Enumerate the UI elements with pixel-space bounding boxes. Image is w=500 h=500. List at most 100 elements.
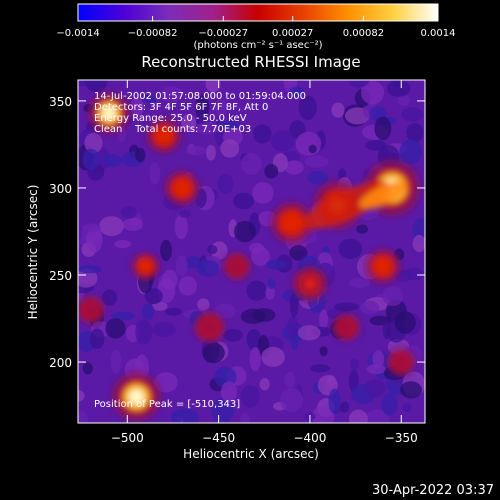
texture-blob xyxy=(249,346,261,372)
texture-blob xyxy=(246,280,267,301)
y-axis-label: Heliocentric Y (arcsec) xyxy=(26,185,40,320)
texture-blob xyxy=(195,112,207,126)
texture-blob xyxy=(223,328,243,342)
hot-region-mark xyxy=(342,322,351,332)
texture-blob xyxy=(160,86,184,103)
texture-blob xyxy=(364,379,386,398)
texture-blob xyxy=(141,303,155,320)
texture-blob xyxy=(386,80,411,97)
texture-blob xyxy=(259,378,270,391)
hot-region-mark xyxy=(86,305,96,315)
y-tick-label: 200 xyxy=(49,356,72,370)
texture-blob xyxy=(319,346,328,357)
texture-blob xyxy=(82,148,100,171)
texture-blob xyxy=(82,362,93,375)
texture-blob xyxy=(360,300,380,315)
texture-blob xyxy=(196,259,220,277)
texture-blob xyxy=(233,220,256,243)
texture-blob xyxy=(220,381,237,403)
texture-blob xyxy=(289,245,308,261)
texture-blob xyxy=(240,413,250,423)
x-axis-label: Heliocentric X (arcsec) xyxy=(183,447,319,461)
texture-blob xyxy=(311,406,335,423)
texture-blob xyxy=(270,130,295,152)
texture-blob xyxy=(181,114,197,132)
hot-region-mark xyxy=(285,216,299,230)
texture-blob xyxy=(84,132,103,154)
y-tick-label: 250 xyxy=(49,269,72,283)
texture-blob xyxy=(381,392,398,416)
texture-blob xyxy=(175,255,188,277)
plot-area: −500 −450 −400 −350 200 250 300 350 xyxy=(49,79,426,445)
x-tick-label: −400 xyxy=(293,431,326,445)
plot-frame xyxy=(77,79,426,424)
texture-blob xyxy=(102,289,118,306)
texture-blob xyxy=(141,94,157,104)
texture-blob xyxy=(334,302,360,312)
texture-blob xyxy=(154,372,178,393)
texture-blob xyxy=(339,401,350,413)
texture-blob xyxy=(308,144,317,154)
texture-blob xyxy=(348,80,370,88)
texture-blob xyxy=(135,319,153,345)
texture-blob xyxy=(382,321,391,340)
annotation-energy-range: Energy Range: 25.0 - 50.0 keV xyxy=(94,113,247,124)
texture-blob xyxy=(86,227,103,253)
texture-blob xyxy=(287,315,299,340)
texture-blob xyxy=(149,162,161,185)
texture-blob xyxy=(105,318,126,339)
x-axis-ticks: −500 −450 −400 −350 xyxy=(111,80,418,445)
texture-blob xyxy=(78,265,103,274)
y-axis-ticks: 200 250 300 350 xyxy=(49,95,425,370)
texture-blob xyxy=(400,381,422,399)
texture-blob xyxy=(246,328,262,351)
texture-blob xyxy=(365,139,387,151)
hot-region-mark xyxy=(102,106,116,120)
texture-blob xyxy=(211,397,235,423)
texture-blob xyxy=(412,234,425,253)
texture-blob xyxy=(406,122,424,143)
texture-blob xyxy=(401,107,424,122)
texture-blob xyxy=(331,102,345,118)
hot-region-mark xyxy=(377,260,389,272)
texture-blob xyxy=(102,154,122,168)
texture-blob xyxy=(361,80,385,105)
texture-blob xyxy=(402,402,412,413)
colorbar-tick-label: 0.00082 xyxy=(343,28,384,39)
texture-blob xyxy=(265,285,275,300)
texture-blob xyxy=(207,244,218,255)
texture-blob xyxy=(78,389,85,402)
texture-blob xyxy=(307,170,329,185)
texture-blob xyxy=(252,124,272,144)
texture-blob xyxy=(195,95,210,120)
texture-blob xyxy=(264,164,279,179)
texture-blob xyxy=(165,307,182,316)
colorbar-tick-label: −0.0014 xyxy=(56,28,99,39)
texture-blob xyxy=(179,209,191,218)
texture-blob xyxy=(170,410,183,423)
texture-blob xyxy=(349,358,359,371)
texture-blob xyxy=(348,409,368,423)
x-tick-label: −500 xyxy=(111,431,144,445)
texture-blob xyxy=(284,160,304,175)
texture-blob xyxy=(111,311,136,321)
hot-region-mark xyxy=(304,278,316,290)
hot-ridge-core-mark xyxy=(359,181,407,209)
texture-blob xyxy=(356,224,369,234)
texture-blob xyxy=(265,259,287,270)
texture-blob xyxy=(217,173,234,195)
texture-blob xyxy=(366,364,386,375)
texture-blob xyxy=(319,309,329,330)
texture-blob xyxy=(78,268,98,288)
heatmap-hot-regions xyxy=(78,91,421,423)
texture-blob xyxy=(205,80,221,92)
texture-blob xyxy=(151,301,168,311)
texture-blob xyxy=(280,388,304,412)
texture-blob xyxy=(214,99,228,115)
texture-blob xyxy=(348,277,371,289)
texture-blob xyxy=(82,223,101,232)
texture-blob xyxy=(135,147,146,163)
texture-blob xyxy=(297,325,321,341)
annotation-time-range: 14-Jul-2002 01:57:08.000 to 01:59:04.000 xyxy=(94,91,306,102)
